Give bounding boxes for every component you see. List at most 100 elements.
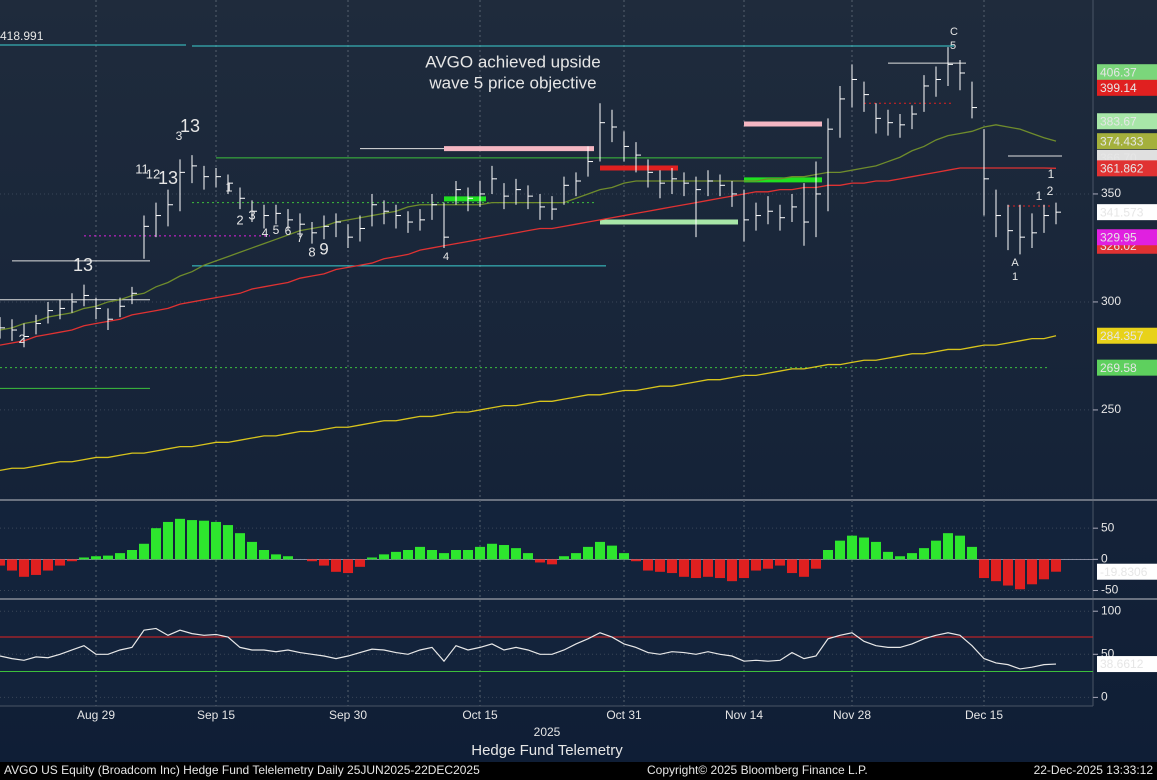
histogram-bar bbox=[1051, 559, 1061, 572]
histogram-bar bbox=[0, 559, 5, 566]
annotation: 3 bbox=[248, 207, 255, 222]
histogram-bar bbox=[559, 556, 569, 560]
annotation: 6 bbox=[285, 224, 292, 238]
x-tick-label: Sep 30 bbox=[329, 708, 367, 722]
histogram-bar bbox=[343, 559, 353, 574]
histogram-bar bbox=[439, 553, 449, 560]
security: AVGO US Equity (Broadcom Inc) Hedge Fund… bbox=[4, 763, 480, 777]
copyright: Copyright© 2025 Bloomberg Finance L.P. bbox=[647, 763, 868, 777]
histogram-bar bbox=[247, 541, 257, 560]
value-tag-label: 38.6612 bbox=[1100, 657, 1144, 671]
histogram-bar bbox=[811, 559, 821, 569]
histogram-bar bbox=[127, 550, 137, 560]
price-tag bbox=[1097, 160, 1157, 177]
histogram-bar bbox=[415, 546, 425, 560]
annotation: 2 bbox=[19, 332, 26, 346]
histogram-bar bbox=[91, 556, 101, 560]
histogram-bar bbox=[619, 553, 629, 560]
histogram-bar bbox=[355, 559, 365, 567]
histogram-bar bbox=[151, 528, 161, 560]
y-tick-label: 300 bbox=[1101, 294, 1121, 308]
histogram-bar bbox=[79, 557, 89, 560]
histogram-bar bbox=[907, 553, 917, 560]
x-tick-label: Nov 28 bbox=[833, 708, 871, 722]
footer-bar bbox=[0, 762, 1157, 780]
annotation: 1 bbox=[1036, 189, 1043, 203]
x-tick-label: Dec 15 bbox=[965, 708, 1003, 722]
annotation: 4 bbox=[443, 251, 449, 263]
histogram-bar bbox=[727, 559, 737, 582]
histogram-bar bbox=[679, 559, 689, 577]
histogram-bar bbox=[979, 559, 989, 579]
histogram-bar bbox=[547, 559, 557, 565]
histogram-bar bbox=[1003, 559, 1013, 586]
histogram-bar bbox=[799, 559, 809, 577]
annotation: 11 bbox=[135, 161, 149, 176]
y-tick-label: 0 bbox=[1101, 690, 1108, 704]
y-tick-label: 350 bbox=[1101, 186, 1121, 200]
histogram-bar bbox=[895, 556, 905, 560]
histogram-bar bbox=[19, 559, 29, 577]
histogram-bar bbox=[667, 559, 677, 574]
x-tick-label: Oct 31 bbox=[606, 708, 642, 722]
histogram-bar bbox=[367, 557, 377, 560]
annotation: 7 bbox=[297, 231, 304, 245]
value-tag bbox=[1097, 563, 1157, 580]
histogram-bar bbox=[655, 559, 665, 572]
histogram-bar bbox=[1039, 559, 1049, 580]
price-tag-label: 374.433 bbox=[1100, 134, 1144, 148]
histogram-bar bbox=[715, 559, 725, 579]
price-tag bbox=[1097, 64, 1157, 81]
histogram-bar bbox=[403, 550, 413, 560]
y-tick-label: 250 bbox=[1101, 402, 1121, 416]
price-tag-label: 383.67 bbox=[1100, 114, 1137, 128]
annotation: 2 bbox=[1047, 184, 1054, 198]
histogram-bar bbox=[775, 559, 785, 566]
histogram-bar bbox=[739, 559, 749, 579]
price-tag bbox=[1097, 79, 1157, 96]
histogram-bar bbox=[463, 550, 473, 560]
histogram-bar bbox=[259, 550, 269, 560]
annotation: 9 bbox=[319, 239, 328, 258]
annotation: 5 bbox=[950, 40, 956, 52]
histogram-bar bbox=[43, 559, 53, 571]
moving-average bbox=[0, 335, 1057, 472]
histogram-bar bbox=[307, 559, 317, 562]
histogram-bar bbox=[571, 553, 581, 560]
price-tag-label: 269.58 bbox=[1100, 361, 1137, 375]
histogram-bar bbox=[991, 559, 1001, 582]
histogram-bar bbox=[703, 559, 713, 577]
histogram-bar bbox=[535, 559, 545, 563]
histogram-bar bbox=[115, 553, 125, 560]
histogram-bar bbox=[955, 535, 965, 560]
histogram-bar bbox=[187, 520, 197, 560]
x-tick-label: Sep 15 bbox=[197, 708, 235, 722]
oscillator-line bbox=[0, 627, 1057, 670]
y-tick-label: 100 bbox=[1101, 603, 1121, 617]
histogram-bar bbox=[583, 546, 593, 560]
histogram-bar bbox=[871, 541, 881, 560]
histogram-bar bbox=[595, 541, 605, 560]
annotation: AVGO achieved upside bbox=[425, 52, 600, 71]
histogram-bar bbox=[331, 559, 341, 572]
x-tick-label: Aug 29 bbox=[77, 708, 115, 722]
histogram-bar bbox=[835, 540, 845, 560]
histogram-bar bbox=[379, 554, 389, 560]
x-tick-label: Nov 14 bbox=[725, 708, 763, 722]
histogram-bar bbox=[475, 546, 485, 560]
histogram-bar bbox=[643, 559, 653, 571]
annotation: 3 bbox=[176, 129, 183, 143]
price-tag bbox=[1097, 204, 1157, 221]
histogram-bar bbox=[499, 545, 509, 560]
annotation: 4 bbox=[262, 226, 269, 240]
histogram-bar bbox=[175, 518, 185, 560]
histogram-bar bbox=[1015, 559, 1025, 590]
histogram-bar bbox=[427, 550, 437, 560]
histogram-bar bbox=[787, 559, 797, 574]
histogram-bar bbox=[691, 559, 701, 579]
histogram-bar bbox=[139, 543, 149, 560]
histogram-bar bbox=[487, 543, 497, 560]
histogram-bar bbox=[283, 556, 293, 560]
histogram-bar bbox=[751, 559, 761, 571]
